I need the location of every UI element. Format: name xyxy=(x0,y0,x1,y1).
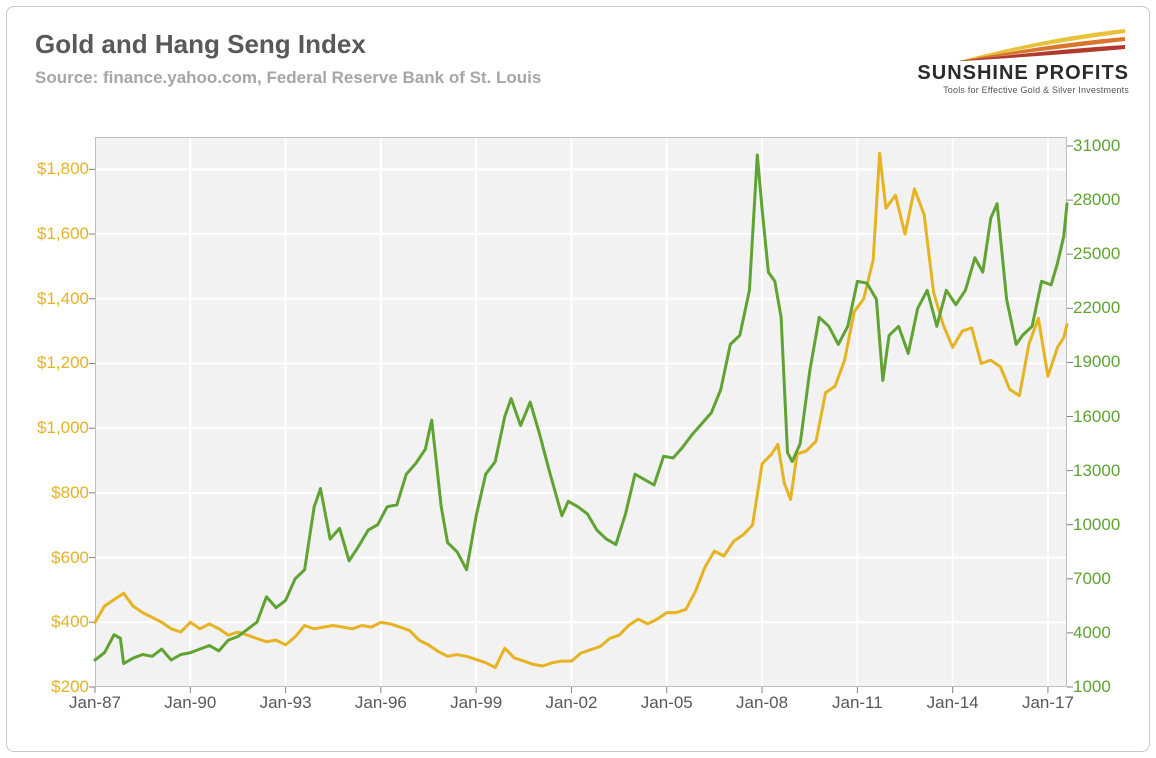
y-right-tick-label: 31000 xyxy=(1073,136,1120,156)
y-left-tick-label: $1,000 xyxy=(37,418,89,438)
y-left-tick-label: $1,400 xyxy=(37,289,89,309)
series-hang-seng xyxy=(95,155,1067,664)
x-tick-label: Jan-96 xyxy=(355,693,407,713)
y-right-tick-label: 4000 xyxy=(1073,623,1111,643)
y-right-tick-label: 10000 xyxy=(1073,515,1120,535)
x-tick-label: Jan-14 xyxy=(927,693,979,713)
y-right-tick-label: 25000 xyxy=(1073,244,1120,264)
brand-logo: SUNSHINE PROFITS Tools for Effective Gol… xyxy=(917,27,1129,95)
logo-brand-name: SUNSHINE PROFITS xyxy=(917,62,1129,85)
header: Gold and Hang Seng Index Source: finance… xyxy=(35,29,541,88)
y-left-tick-label: $400 xyxy=(51,612,89,632)
y-left-tick-label: $600 xyxy=(51,548,89,568)
series-gold xyxy=(95,153,1067,667)
x-tick-label: Jan-02 xyxy=(545,693,597,713)
logo-swoosh-icon xyxy=(949,27,1129,63)
plot-area: $200$400$600$800$1,000$1,200$1,400$1,600… xyxy=(95,137,1067,687)
chart-title: Gold and Hang Seng Index xyxy=(35,29,541,60)
y-left-tick-label: $1,200 xyxy=(37,353,89,373)
x-tick-label: Jan-11 xyxy=(832,693,883,713)
y-right-tick-label: 22000 xyxy=(1073,298,1120,318)
x-tick-label: Jan-87 xyxy=(69,693,121,713)
y-right-tick-label: 1000 xyxy=(1073,677,1111,697)
y-left-tick-label: $1,800 xyxy=(37,159,89,179)
y-left-tick-label: $800 xyxy=(51,483,89,503)
x-tick-label: Jan-93 xyxy=(260,693,312,713)
chart-card: Gold and Hang Seng Index Source: finance… xyxy=(6,6,1150,752)
plot-svg xyxy=(95,137,1067,687)
x-tick-label: Jan-05 xyxy=(641,693,693,713)
y-right-tick-label: 19000 xyxy=(1073,352,1120,372)
y-right-tick-label: 16000 xyxy=(1073,407,1120,427)
y-left-tick-label: $1,600 xyxy=(37,224,89,244)
x-tick-label: Jan-99 xyxy=(450,693,502,713)
y-right-tick-label: 28000 xyxy=(1073,190,1120,210)
y-right-tick-label: 13000 xyxy=(1073,461,1120,481)
chart-subtitle: Source: finance.yahoo.com, Federal Reser… xyxy=(35,68,541,88)
x-tick-label: Jan-17 xyxy=(1022,693,1074,713)
x-tick-label: Jan-08 xyxy=(736,693,788,713)
logo-tagline: Tools for Effective Gold & Silver Invest… xyxy=(917,85,1129,95)
x-tick-label: Jan-90 xyxy=(164,693,216,713)
y-right-tick-label: 7000 xyxy=(1073,569,1111,589)
